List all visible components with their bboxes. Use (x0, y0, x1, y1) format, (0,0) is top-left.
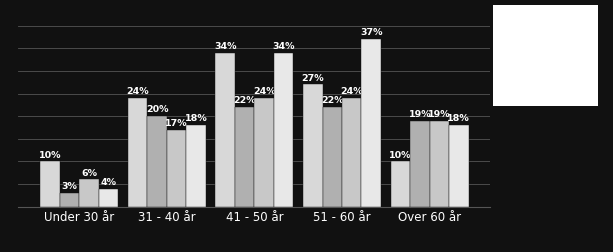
Text: 22%: 22% (321, 96, 343, 105)
Bar (99, 188, 118, 207)
Bar (449, 125, 468, 207)
Bar (342, 98, 362, 207)
Text: 19%: 19% (408, 110, 431, 119)
Bar (430, 121, 449, 207)
Bar (147, 116, 167, 207)
Text: 20%: 20% (146, 105, 169, 114)
Bar (128, 98, 147, 207)
Bar (362, 39, 381, 207)
Text: 18%: 18% (447, 114, 470, 123)
Bar (410, 121, 430, 207)
Text: 24%: 24% (126, 87, 149, 96)
Text: 10%: 10% (39, 151, 61, 160)
Bar (254, 98, 274, 207)
Text: 24%: 24% (340, 87, 363, 96)
Text: 3%: 3% (61, 182, 77, 191)
Bar (40, 161, 59, 207)
Bar (215, 53, 235, 207)
Text: 34%: 34% (214, 42, 237, 51)
Text: 22%: 22% (234, 96, 256, 105)
Text: 6%: 6% (81, 169, 97, 178)
Bar (322, 107, 342, 207)
Text: 37%: 37% (360, 28, 383, 38)
Bar (303, 84, 322, 207)
Text: 34%: 34% (272, 42, 295, 51)
Bar (59, 193, 79, 207)
Text: 10%: 10% (389, 151, 411, 160)
Text: 18%: 18% (185, 114, 207, 123)
Text: 24%: 24% (253, 87, 275, 96)
Bar (167, 130, 186, 207)
Bar (390, 161, 410, 207)
Text: 27%: 27% (302, 74, 324, 83)
Bar (79, 179, 99, 207)
Bar (186, 125, 206, 207)
Text: 19%: 19% (428, 110, 451, 119)
Text: 17%: 17% (166, 119, 188, 128)
Bar (235, 107, 254, 207)
Bar (274, 53, 294, 207)
Text: 4%: 4% (101, 178, 116, 187)
